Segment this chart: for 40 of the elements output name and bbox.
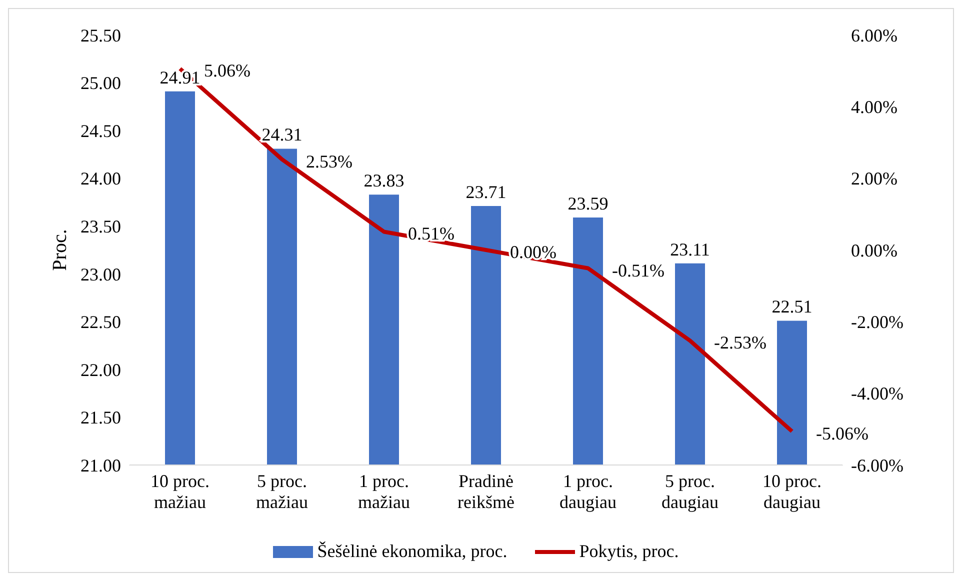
data-label: -0.51%: [612, 260, 664, 280]
y-tick-label: 22.50: [80, 312, 121, 332]
y-tick-label: 23.50: [80, 216, 121, 236]
y2-tick-label: -2.00%: [851, 312, 904, 332]
data-label: 23.71: [466, 182, 506, 202]
y-tick-label: 22.00: [80, 360, 121, 380]
x-tick-label: 1 proc. mažiau: [358, 471, 410, 512]
x-tick-label: 10 proc. daugiau: [762, 471, 822, 512]
y-tick-label: 25.00: [80, 73, 121, 94]
y-tick-label: 25.50: [80, 25, 121, 46]
x-tick-label: 5 proc. mažiau: [256, 471, 308, 512]
y-tick-label: 21.00: [80, 455, 121, 476]
legend-label: Pokytis, proc.: [579, 541, 679, 562]
data-label: 23.59: [568, 194, 608, 214]
y-tick-label: 24.00: [80, 168, 121, 189]
y2-tick-label: -4.00%: [851, 384, 904, 404]
y2-tick-label: 6.00%: [851, 25, 898, 46]
y-tick-label: 24.50: [80, 120, 121, 141]
y-tick-label: 23.00: [80, 264, 121, 284]
x-tick-label: Pradinė reikšmė: [458, 471, 514, 512]
data-label: 22.51: [772, 296, 812, 317]
legend-label: Šešėlinė ekonomika, proc.: [317, 541, 508, 562]
data-label: 0.00%: [510, 242, 556, 262]
data-label: -5.06%: [816, 423, 868, 444]
y-tick-label: 21.50: [80, 408, 121, 428]
y2-tick-label: 4.00%: [851, 97, 898, 118]
data-label: 23.11: [670, 239, 710, 260]
data-label: -2.53%: [714, 332, 766, 353]
y2-tick-label: 0.00%: [851, 240, 898, 260]
x-tick-label: 10 proc. mažiau: [150, 471, 210, 512]
data-label: 5.06%: [204, 60, 250, 81]
y2-tick-label: -6.00%: [851, 455, 904, 476]
x-tick-label: 5 proc. daugiau: [662, 471, 718, 512]
data-label: 23.83: [364, 170, 404, 191]
x-tick-label: 1 proc. daugiau: [560, 471, 616, 512]
data-label: 0.51%: [408, 224, 454, 244]
y2-tick-label: 2.00%: [851, 168, 898, 189]
data-label: 24.31: [262, 124, 302, 145]
y-axis-title: Proc.: [49, 229, 72, 271]
data-label: 2.53%: [306, 151, 352, 172]
